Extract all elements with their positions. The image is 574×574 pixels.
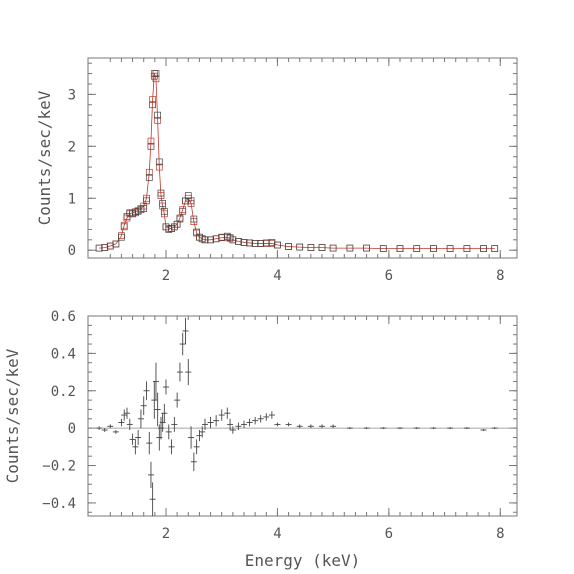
- y-tick-label: 0: [68, 243, 76, 259]
- data-point: [112, 240, 120, 248]
- y-tick-label: 2: [68, 139, 76, 155]
- data-point: [262, 239, 270, 247]
- data-point: [229, 236, 237, 244]
- data-point: [118, 233, 125, 241]
- y-tick-label: −0.2: [42, 459, 76, 475]
- data-point: [159, 200, 167, 207]
- data-point: [152, 70, 160, 77]
- y-tick-label: −0.4: [42, 496, 76, 512]
- y-tick-label: 0: [68, 421, 76, 437]
- data-point: [396, 245, 404, 252]
- data-point: [201, 236, 209, 244]
- data-point: [160, 207, 168, 215]
- residuals-panel: 2 4 6 8 0.6 0.4 0.2 0 −0.2 −0.4 Counts/sec/keV Ener…: [3, 309, 518, 570]
- data-point: [120, 223, 128, 231]
- data-point: [154, 111, 161, 119]
- data-point: [240, 239, 248, 246]
- data-point: [218, 233, 226, 241]
- data-point: [176, 215, 184, 223]
- data-point: [318, 244, 326, 251]
- data-point: [268, 239, 276, 246]
- x-axis-label: Energy (keV): [245, 551, 361, 570]
- data-point: [246, 239, 253, 247]
- plot-frame: [87, 315, 518, 517]
- y-axis-label: Counts/sec/keV: [35, 90, 54, 225]
- data-point: [95, 244, 103, 252]
- data-point: [207, 236, 214, 244]
- data-point: [413, 245, 421, 252]
- data-point: [307, 244, 315, 251]
- x-tick-label: 4: [273, 268, 281, 284]
- data-point: [143, 197, 150, 205]
- x-tick-label: 8: [496, 526, 504, 542]
- data-point: [235, 238, 242, 245]
- data-point: [379, 245, 387, 252]
- data-point: [274, 241, 281, 249]
- x-tick-label: 6: [385, 526, 393, 542]
- data-point: [296, 243, 304, 251]
- data-point: [251, 240, 259, 247]
- data-point: [187, 197, 195, 205]
- data-point: [140, 205, 148, 212]
- y-tick-label: 1: [68, 191, 76, 207]
- model-point: [152, 75, 160, 83]
- data-point: [101, 244, 109, 251]
- plot-frame: [87, 57, 518, 259]
- data-point: [149, 101, 156, 109]
- data-point: [157, 189, 165, 197]
- spectrum-panel: 2 4 6 8 0 1 2 3 Counts/sec/keV: [35, 57, 518, 284]
- data-point: [190, 215, 198, 223]
- model-point: [145, 168, 153, 176]
- data-point: [346, 244, 354, 252]
- y-tick-label: 0.4: [51, 346, 76, 362]
- data-point: [285, 243, 292, 250]
- model-point: [155, 163, 163, 171]
- model-line: [99, 73, 495, 250]
- data-point: [491, 245, 499, 252]
- data-point: [106, 242, 114, 250]
- data-point: [257, 240, 265, 247]
- x-tick-label: 4: [273, 526, 281, 542]
- model-point: [147, 137, 155, 145]
- data-point: [150, 72, 158, 80]
- data-point: [212, 235, 220, 243]
- x-tick-label: 8: [496, 268, 504, 284]
- data-point: [147, 142, 155, 150]
- model-point: [154, 116, 161, 124]
- model-point: [149, 96, 156, 103]
- data-point: [363, 244, 370, 252]
- x-tick-label: 2: [162, 526, 170, 542]
- data-point: [329, 244, 337, 252]
- y-axis-label: Counts/sec/keV: [3, 348, 22, 483]
- data-point: [463, 245, 471, 252]
- data-point: [145, 174, 153, 181]
- x-tick-label: 2: [162, 268, 170, 284]
- data-point: [480, 245, 487, 252]
- y-tick-label: 0.6: [51, 309, 76, 325]
- y-tick-label: 0.2: [51, 384, 76, 400]
- x-tick-label: 6: [385, 268, 393, 284]
- data-point: [430, 245, 437, 252]
- y-tick-label: 3: [68, 87, 76, 103]
- data-point: [446, 245, 454, 252]
- data-point: [179, 207, 187, 215]
- data-point: [155, 158, 163, 166]
